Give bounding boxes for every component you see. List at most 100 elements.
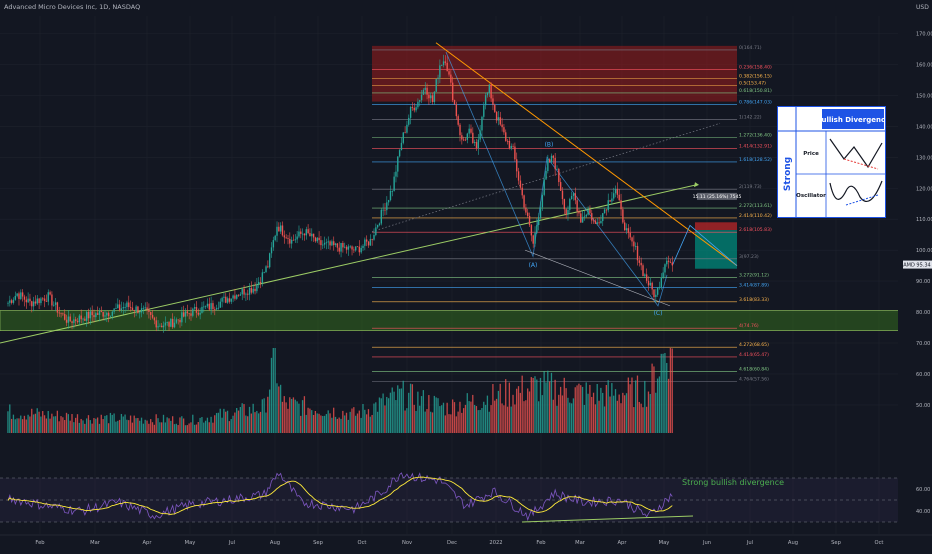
- volume-bar: [118, 419, 121, 433]
- volume-bar: [195, 424, 198, 433]
- volume-bar: [360, 417, 362, 433]
- candle-body: [543, 179, 545, 195]
- candle-body: [556, 168, 558, 170]
- candle-body: [124, 307, 126, 308]
- x-tick-label: Mar: [90, 540, 101, 546]
- volume-bar: [417, 391, 419, 433]
- volume-bar: [391, 387, 393, 433]
- volume-bar: [338, 417, 340, 433]
- fib-level-label: 2.272(113.61): [739, 203, 772, 209]
- volume-bar: [20, 415, 22, 433]
- volume-bar: [243, 404, 245, 433]
- volume-bar: [569, 402, 571, 433]
- volume-bar: [376, 411, 379, 433]
- candle-body: [340, 242, 342, 252]
- volume-bar: [18, 418, 20, 433]
- volume-bar: [481, 408, 483, 433]
- volume-bar: [151, 422, 154, 433]
- fib-level-label: 4(74.76): [739, 323, 759, 329]
- candle-body: [437, 77, 439, 80]
- volume-bar: [583, 404, 586, 433]
- bullish-divergence-card: Bullish Divergence Strong Price Oscillat…: [777, 106, 890, 218]
- volume-bar: [159, 422, 161, 433]
- volume-bar: [7, 411, 9, 433]
- candle-body: [323, 242, 326, 245]
- candle-body: [666, 260, 668, 265]
- candle-body: [490, 84, 492, 99]
- volume-bar: [64, 420, 66, 433]
- candle-body: [618, 194, 620, 201]
- candle-body: [175, 319, 178, 323]
- candle-body: [179, 319, 181, 323]
- candle-body: [188, 313, 190, 315]
- candle-body: [45, 301, 48, 302]
- volume-bar: [301, 400, 304, 433]
- candle-body: [294, 239, 297, 241]
- candle-body: [133, 310, 135, 311]
- candle-body: [58, 312, 60, 314]
- volume-bar: [565, 388, 567, 433]
- candle-body: [239, 294, 242, 296]
- volume-bar: [40, 416, 42, 433]
- candle-body: [636, 246, 639, 261]
- candle-body: [536, 224, 538, 233]
- candle-body: [624, 222, 626, 231]
- candle-body: [470, 128, 472, 133]
- volume-bar: [78, 422, 80, 433]
- volume-bar: [139, 420, 141, 433]
- volume-bar: [602, 392, 604, 433]
- candle-body: [667, 260, 670, 262]
- candle-body: [397, 156, 399, 172]
- candle-body: [217, 307, 220, 309]
- candle-body: [109, 315, 112, 317]
- volume-bar: [539, 377, 542, 433]
- candle-body: [545, 171, 547, 180]
- volume-bar: [311, 410, 313, 433]
- volume-bar: [104, 415, 106, 433]
- candle-body: [578, 211, 580, 214]
- volume-bar: [419, 405, 421, 433]
- candle-body: [170, 318, 172, 327]
- candle-body: [391, 190, 393, 192]
- candle-body: [250, 287, 253, 293]
- candle-body: [146, 307, 148, 310]
- x-tick-label: Jul: [746, 540, 753, 546]
- volume-bar: [494, 400, 496, 433]
- volume-bar: [157, 418, 159, 433]
- candle-body: [272, 240, 275, 248]
- volume-bar: [258, 413, 260, 433]
- candle-body: [592, 220, 595, 222]
- volume-bar: [455, 416, 457, 433]
- candle-body: [669, 261, 672, 263]
- candle-body: [151, 314, 154, 318]
- candle-body: [192, 308, 194, 316]
- fib-level-label: 3.414(87.89): [739, 283, 769, 289]
- volume-bar: [76, 414, 79, 433]
- volume-bar: [186, 425, 188, 433]
- candle-body: [479, 130, 481, 140]
- candle-body: [539, 207, 542, 218]
- candle-body: [259, 281, 262, 283]
- candle-body: [64, 314, 66, 320]
- candle-body: [419, 100, 421, 102]
- volume-bar: [649, 394, 651, 433]
- candle-body: [647, 280, 650, 286]
- candle-body: [347, 246, 350, 250]
- candle-body: [115, 308, 117, 309]
- candle-body: [441, 65, 443, 66]
- volume-bar: [250, 413, 252, 433]
- candle-body: [591, 213, 593, 221]
- candle-body: [594, 220, 597, 224]
- candle-body: [20, 292, 22, 299]
- candle-body: [102, 311, 104, 317]
- volume-bar: [237, 410, 240, 433]
- candle-body: [85, 311, 88, 321]
- candle-body: [651, 282, 653, 290]
- volume-bar: [534, 376, 536, 433]
- candle-body: [212, 303, 214, 310]
- candle-body: [157, 326, 159, 328]
- volume-bar: [300, 415, 302, 433]
- volume-bar: [450, 414, 452, 433]
- stop-box: [695, 222, 737, 231]
